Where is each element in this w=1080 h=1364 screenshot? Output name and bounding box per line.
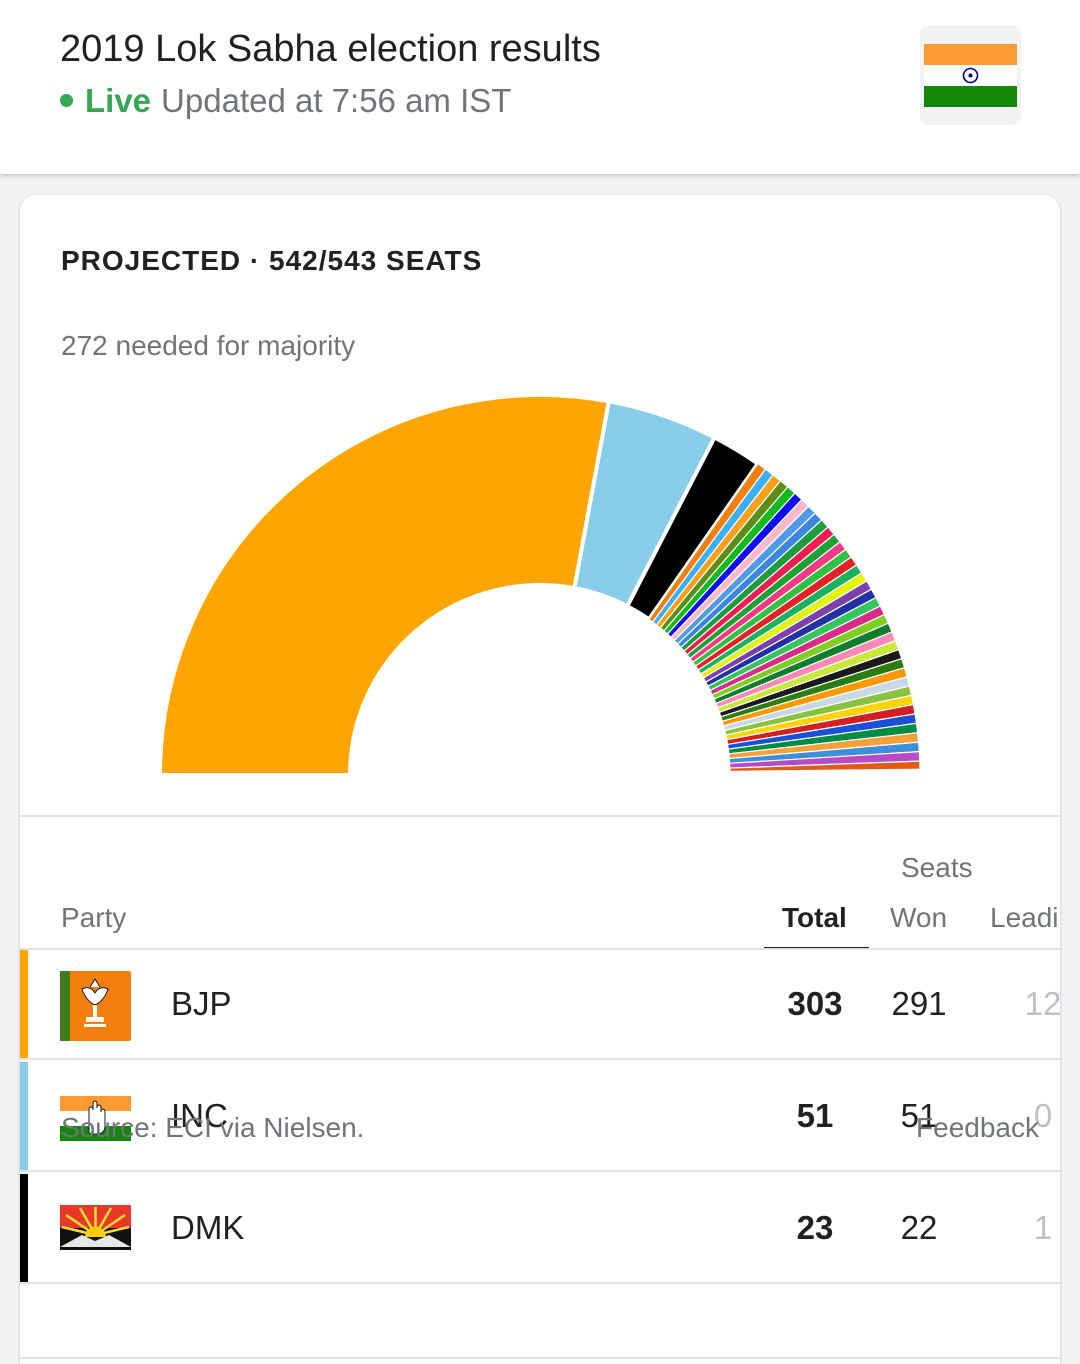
total-seats: 23: [796, 1209, 834, 1246]
dmk-rising-sun-logo: [60, 1205, 131, 1250]
results-card: PROJECTED · 542/543 SEATS 272 needed for…: [20, 195, 1060, 1364]
party-color-bar: [20, 1174, 28, 1284]
update-status: Live Updated at 7:56 am IST: [60, 82, 511, 120]
live-dot-icon: [60, 93, 73, 107]
party-color-bar: [20, 950, 28, 1060]
leading-column-header[interactable]: Leading: [990, 902, 1060, 933]
party-name: INC: [171, 1097, 228, 1134]
won-seats: 51: [900, 1097, 938, 1134]
bjp-lotus-logo: [60, 971, 131, 1041]
projected-seats-label: PROJECTED · 542/543 SEATS: [61, 245, 483, 276]
table-row[interactable]: DMK 23 22 1: [20, 1174, 1060, 1284]
page-title: 2019 Lok Sabha election results: [60, 28, 601, 70]
won-seats: 291: [891, 985, 947, 1022]
chart-divider: [20, 815, 1060, 817]
party-color-bar: [20, 1062, 28, 1172]
seat-segment-bjp[interactable]: [157, 393, 612, 777]
majority-note: 272 needed for majority: [61, 330, 356, 361]
won-seats: 22: [900, 1209, 938, 1246]
table-row[interactable]: BJP 303 291 12: [20, 950, 1060, 1060]
inc-hand-logo: [60, 1096, 131, 1141]
results-header: 2019 Lok Sabha election results Live Upda…: [0, 0, 1080, 174]
party-name: DMK: [171, 1209, 245, 1246]
row-divider: [20, 1282, 1060, 1284]
country-selector-button[interactable]: [920, 26, 1021, 125]
table-row[interactable]: INC 51 51 0: [20, 1062, 1060, 1172]
party-column-header: Party: [61, 902, 127, 933]
row-divider: [20, 1170, 1060, 1172]
seat-segment-remaining[interactable]: [727, 768, 923, 776]
footer-divider: [20, 1357, 1060, 1359]
leading-seats: 0: [1033, 1097, 1053, 1134]
party-name: BJP: [171, 985, 232, 1022]
feedback-link[interactable]: Feedback: [916, 1112, 1039, 1143]
leading-seats: 1: [1033, 1209, 1053, 1246]
leading-seats: 12: [1024, 985, 1060, 1022]
seats-header: Seats: [901, 852, 973, 883]
row-divider: [20, 1058, 1060, 1060]
source-note: Source: ECI via Nielsen.: [61, 1112, 365, 1143]
total-seats: 303: [787, 985, 843, 1022]
updated-time: Updated at 7:56 am IST: [161, 82, 512, 119]
seat-chart: [157, 393, 923, 777]
header-divider: [20, 948, 1060, 950]
india-flag-icon: [924, 44, 1017, 107]
total-column-header[interactable]: Total: [782, 902, 847, 933]
live-label: Live: [85, 82, 152, 119]
total-seats: 51: [796, 1097, 834, 1134]
won-column-header[interactable]: Won: [890, 902, 948, 933]
